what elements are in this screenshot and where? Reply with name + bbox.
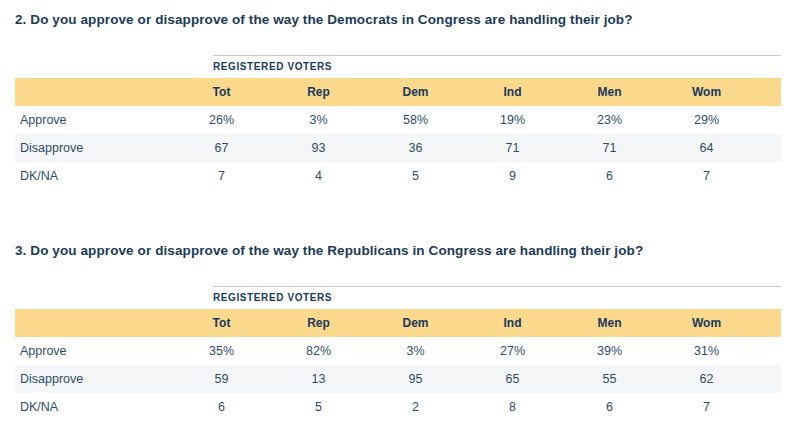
value-cell: 23% — [561, 106, 658, 134]
filler-cell — [755, 134, 781, 162]
value-cell: 26% — [173, 106, 270, 134]
value-cell: 71 — [464, 134, 561, 162]
value-cell: 65 — [464, 365, 561, 393]
row-label: Approve — [15, 337, 173, 365]
column-header-men: Men — [561, 309, 658, 337]
value-cell: 2 — [367, 393, 464, 421]
value-cell: 7 — [658, 162, 755, 190]
row-label: Approve — [15, 106, 173, 134]
value-cell: 5 — [367, 162, 464, 190]
column-header-tot: Tot — [173, 78, 270, 106]
column-header-tot: Tot — [173, 309, 270, 337]
value-cell: 3% — [270, 106, 367, 134]
filler-cell — [755, 162, 781, 190]
registered-voters-header: REGISTERED VOTERS — [213, 55, 781, 78]
column-header-wom: Wom — [658, 309, 755, 337]
table-row-disapprove: Disapprove 67 93 36 71 71 64 — [15, 134, 781, 162]
label-column-header — [15, 309, 173, 337]
column-header-dem: Dem — [367, 309, 464, 337]
value-cell: 93 — [270, 134, 367, 162]
table-row-approve: Approve 35% 82% 3% 27% 39% 31% — [15, 337, 781, 365]
table-row-dkna: DK/NA 6 5 2 8 6 7 — [15, 393, 781, 421]
poll-table: Tot Rep Dem Ind Men Wom Approve 26% 3% 5… — [15, 78, 781, 190]
question-title: 2. Do you approve or disapprove of the w… — [15, 12, 785, 28]
row-label: DK/NA — [15, 393, 173, 421]
value-cell: 9 — [464, 162, 561, 190]
column-header-wom: Wom — [658, 78, 755, 106]
value-cell: 95 — [367, 365, 464, 393]
filler-cell — [755, 365, 781, 393]
value-cell: 39% — [561, 337, 658, 365]
value-cell: 29% — [658, 106, 755, 134]
filler-cell — [755, 337, 781, 365]
column-header-men: Men — [561, 78, 658, 106]
value-cell: 35% — [173, 337, 270, 365]
column-header-row: Tot Rep Dem Ind Men Wom — [15, 309, 781, 337]
poll-table: Tot Rep Dem Ind Men Wom Approve 35% 82% … — [15, 309, 781, 421]
value-cell: 3% — [367, 337, 464, 365]
table-row-approve: Approve 26% 3% 58% 19% 23% 29% — [15, 106, 781, 134]
column-header-rep: Rep — [270, 78, 367, 106]
row-label: Disapprove — [15, 365, 173, 393]
column-header-row: Tot Rep Dem Ind Men Wom — [15, 78, 781, 106]
value-cell: 5 — [270, 393, 367, 421]
label-column-header — [15, 78, 173, 106]
question-title: 3. Do you approve or disapprove of the w… — [15, 243, 785, 259]
filler-cell — [755, 393, 781, 421]
row-label: DK/NA — [15, 162, 173, 190]
value-cell: 58% — [367, 106, 464, 134]
value-cell: 8 — [464, 393, 561, 421]
registered-voters-header: REGISTERED VOTERS — [213, 286, 781, 309]
column-header-dem: Dem — [367, 78, 464, 106]
value-cell: 6 — [561, 393, 658, 421]
value-cell: 4 — [270, 162, 367, 190]
column-header-ind: Ind — [464, 309, 561, 337]
value-cell: 13 — [270, 365, 367, 393]
value-cell: 6 — [173, 393, 270, 421]
value-cell: 27% — [464, 337, 561, 365]
value-cell: 62 — [658, 365, 755, 393]
filler-cell — [755, 106, 781, 134]
value-cell: 7 — [658, 393, 755, 421]
filler-cell — [755, 309, 781, 337]
value-cell: 6 — [561, 162, 658, 190]
column-header-rep: Rep — [270, 309, 367, 337]
row-label: Disapprove — [15, 134, 173, 162]
table-row-disapprove: Disapprove 59 13 95 65 55 62 — [15, 365, 781, 393]
poll-results-page: 2. Do you approve or disapprove of the w… — [0, 0, 800, 424]
value-cell: 64 — [658, 134, 755, 162]
value-cell: 36 — [367, 134, 464, 162]
value-cell: 67 — [173, 134, 270, 162]
value-cell: 7 — [173, 162, 270, 190]
table-row-dkna: DK/NA 7 4 5 9 6 7 — [15, 162, 781, 190]
filler-cell — [755, 78, 781, 106]
value-cell: 19% — [464, 106, 561, 134]
value-cell: 31% — [658, 337, 755, 365]
column-header-ind: Ind — [464, 78, 561, 106]
question-block-3: 3. Do you approve or disapprove of the w… — [0, 243, 800, 421]
value-cell: 82% — [270, 337, 367, 365]
value-cell: 59 — [173, 365, 270, 393]
value-cell: 71 — [561, 134, 658, 162]
question-block-2: 2. Do you approve or disapprove of the w… — [0, 12, 800, 190]
value-cell: 55 — [561, 365, 658, 393]
